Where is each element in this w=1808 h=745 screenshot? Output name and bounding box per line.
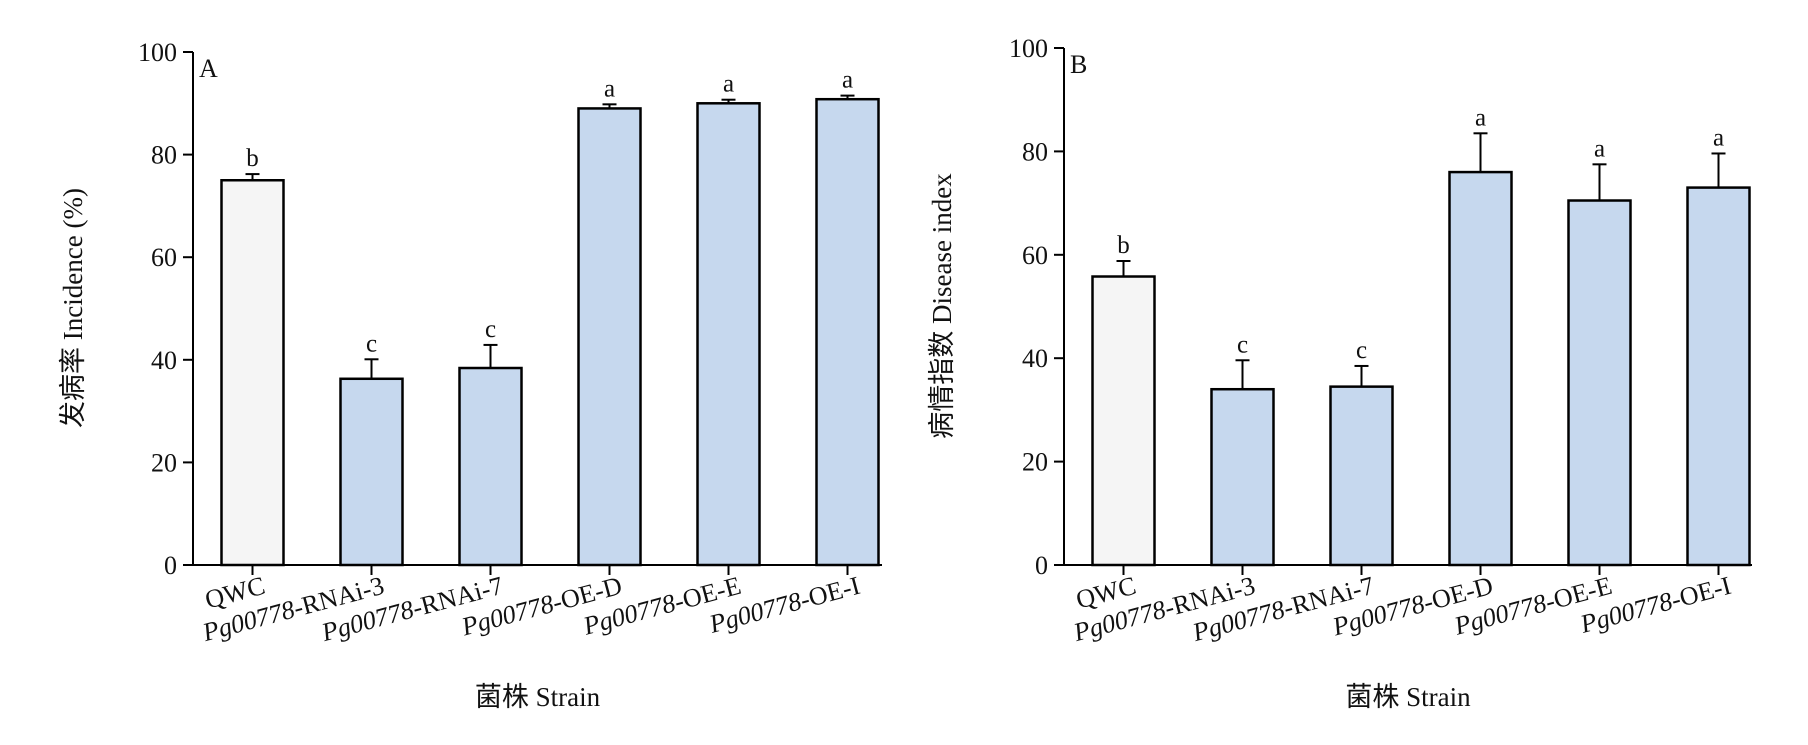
y-axis-title: 病情指数 Disease index (927, 173, 957, 439)
bar (1329, 385, 1394, 567)
y-tick-label: 80 (1022, 137, 1048, 166)
y-tick-label: 40 (1022, 344, 1048, 373)
significance-label: a (1475, 104, 1486, 131)
bar (458, 366, 523, 567)
x-axis-title: 菌株 Strain (475, 682, 601, 712)
significance-label: a (1713, 124, 1724, 151)
bar (696, 102, 761, 567)
significance-label: c (1356, 337, 1367, 364)
x-axis-title: 菌株 Strain (1345, 682, 1471, 712)
y-tick-label: 100 (1009, 34, 1048, 63)
bar (1448, 170, 1513, 567)
bar (1567, 199, 1632, 567)
y-tick-label: 20 (151, 448, 177, 477)
y-tick-label: 60 (1022, 241, 1048, 270)
y-tick-label: 0 (1035, 551, 1048, 580)
bar (339, 377, 404, 567)
y-tick-label: 20 (1022, 448, 1048, 477)
significance-label: a (604, 75, 615, 102)
significance-label: a (723, 71, 734, 98)
y-tick-label: 0 (164, 551, 177, 580)
bar (577, 107, 642, 567)
significance-label: c (366, 330, 377, 357)
bar (815, 97, 880, 567)
significance-label: c (1237, 331, 1248, 358)
bar (220, 179, 285, 567)
significance-label: b (1117, 232, 1130, 259)
significance-label: a (842, 67, 853, 94)
chart-panel-b: 020406080100BbQWCcPg00778-RNAi-3cPg00778… (927, 34, 1752, 712)
y-tick-label: 80 (151, 141, 177, 170)
y-axis-title: 发病率 Incidence (%) (58, 188, 88, 428)
significance-label: a (1594, 135, 1605, 162)
bar (1686, 186, 1751, 567)
significance-label: c (485, 316, 496, 343)
y-tick-label: 100 (138, 38, 177, 67)
y-tick-label: 40 (151, 346, 177, 375)
bar (1091, 275, 1156, 567)
chart-panel-a: 020406080100AbQWCcPg00778-RNAi-3cPg00778… (58, 38, 882, 712)
significance-label: b (246, 145, 259, 172)
panel-label: A (199, 54, 218, 83)
y-tick-label: 60 (151, 243, 177, 272)
bar (1210, 387, 1275, 567)
panel-label: B (1070, 50, 1087, 79)
